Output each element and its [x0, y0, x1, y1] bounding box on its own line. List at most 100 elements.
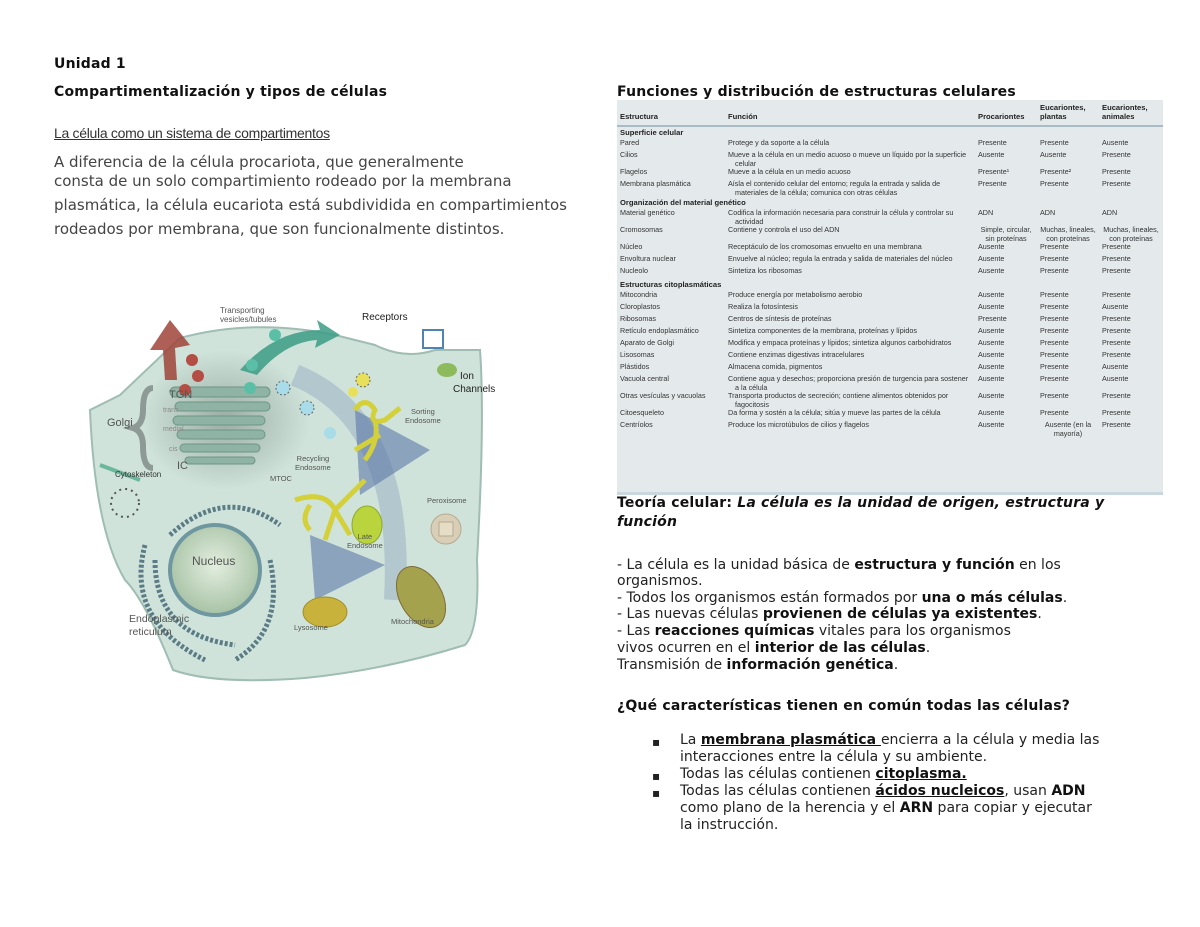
- text: - Todos los organismos están formados po…: [617, 590, 922, 606]
- cell-estructura: Centríolos: [620, 420, 653, 429]
- point-2: - Todos los organismos están formados po…: [617, 590, 1067, 606]
- cell-animales: Presente: [1102, 408, 1131, 417]
- cell-estructura: Otras vesículas y vacuolas: [620, 391, 706, 400]
- header-funcion: Función: [725, 100, 975, 127]
- bullet-icon: ▪: [652, 786, 661, 800]
- cell-procariontes: Ausente: [978, 350, 1005, 359]
- cell-estructura: Aparato de Golgi: [620, 338, 674, 347]
- unit-title: Unidad 1: [54, 56, 126, 72]
- text: .: [1062, 590, 1068, 606]
- cell-animales: Presente: [1102, 167, 1131, 176]
- header-estructura: Estructura: [617, 100, 725, 127]
- cell-diagram: Transporting vesicles/tubules Receptors I…: [85, 300, 495, 695]
- table-row: Retículo endoplasmático Sintetiza compone…: [617, 326, 1163, 339]
- cell-plantas: Presente: [1040, 254, 1069, 263]
- cell-funcion: Codifica la información necesaria para c…: [728, 208, 954, 226]
- label-medial: medial: [163, 426, 184, 433]
- cell-funcion: Aísla el contenido celular del entorno; …: [728, 179, 941, 197]
- text: - La célula es la unidad básica de: [617, 557, 855, 573]
- lysosome-icon: [302, 596, 348, 628]
- theory-label: Teoría celular:: [617, 495, 738, 511]
- label-cis: cis: [169, 446, 178, 453]
- label-channels: Channels: [453, 384, 496, 395]
- header-animales: Eucariontes, animales: [1099, 100, 1163, 127]
- cell-funcion: Realiza la fotosíntesis: [728, 302, 798, 311]
- theory-statement: La célula es la unidad de origen, estruc…: [737, 495, 1105, 511]
- label-sorting-endosome: Endosome: [405, 416, 441, 425]
- bullet-icon: ▪: [652, 735, 661, 749]
- bullet-3-cont: como plano de la herencia y el ARN para …: [680, 800, 1092, 816]
- paragraph-line: plasmática, la célula eucariota está sub…: [54, 196, 567, 214]
- section-title: Superficie celular: [620, 128, 684, 137]
- cell-funcion: Protege y da soporte a la célula: [728, 138, 830, 147]
- cell-funcion: Contiene agua y desechos; proporciona pr…: [728, 374, 969, 392]
- cell-plantas: Ausente: [1040, 150, 1067, 159]
- cell-animales: Presente: [1102, 290, 1131, 299]
- text: en los: [1014, 557, 1061, 573]
- text: - Las: [617, 623, 655, 639]
- cell-procariontes: Ausente: [978, 242, 1005, 251]
- cell-plantas: Presente: [1040, 302, 1069, 311]
- cell-plantas: Muchas, lineales, con proteínas: [1040, 225, 1096, 243]
- bullet-icon: ▪: [652, 769, 661, 783]
- cell-procariontes: Ausente: [978, 391, 1005, 400]
- table-row: Envoltura nuclear Envuelve al núcleo; reg…: [617, 254, 1163, 267]
- emphasis: información genética: [726, 657, 894, 673]
- point-1: - La célula es la unidad básica de estru…: [617, 557, 1061, 573]
- cell-procariontes: Ausente: [978, 150, 1005, 159]
- text: encierra a la célula y media las: [880, 732, 1100, 748]
- text: , usan: [1004, 783, 1052, 799]
- cell-funcion: Produce los microtúbulos de cilios y fla…: [728, 420, 870, 429]
- table-row: Lisosomas Contiene enzimas digestivas int…: [617, 350, 1163, 363]
- cell-plantas: Presente: [1040, 391, 1069, 400]
- cell-funcion: Centros de síntesis de proteínas: [728, 314, 832, 323]
- label-recycling: Recycling: [296, 454, 330, 463]
- cell-plantas: Presente: [1040, 179, 1069, 188]
- label-receptors: Receptors: [362, 312, 408, 323]
- cell-procariontes: Presente: [978, 138, 1007, 147]
- bullet-1-cont: interacciones entre la célula y su ambie…: [680, 749, 988, 765]
- table-header-row: Estructura Función Procariontes Eucarion…: [617, 100, 1163, 127]
- point-4-cont: vivos ocurren en el interior de las célu…: [617, 640, 930, 656]
- label-nucleus: Nucleus: [192, 554, 236, 568]
- theory-heading: Teoría celular: La célula es la unidad d…: [617, 495, 1104, 511]
- cell-funcion: Sintetiza componentes de la membrana, pr…: [728, 326, 917, 335]
- label-mtoc: MTOC: [270, 474, 292, 483]
- cell-estructura: Flagelos: [620, 167, 648, 176]
- section-title: Organización del material genético: [620, 198, 746, 207]
- text: para copiar y ejecutar: [933, 800, 1092, 816]
- cell-estructura: Mitocondria: [620, 290, 658, 299]
- text: .: [1037, 606, 1042, 622]
- cell-procariontes: Ausente: [978, 338, 1005, 347]
- bullet-1: La membrana plasmática encierra a la cél…: [680, 732, 1099, 748]
- cell-estructura: Cloroplastos: [620, 302, 660, 311]
- cell-procariontes: Ausente: [978, 420, 1005, 429]
- cell-estructura: Nucleolo: [620, 266, 648, 275]
- cell-animales: Ausente: [1102, 374, 1129, 383]
- emphasis: membrana plasmática: [700, 732, 881, 748]
- cell-plantas: Presente: [1040, 314, 1069, 323]
- cell-estructura: Plástidos: [620, 362, 650, 371]
- cell-plantas: Presente: [1040, 408, 1069, 417]
- cell-procariontes: Simple, circular, sin proteínas: [980, 225, 1032, 243]
- bullet-3-cont: la instrucción.: [680, 817, 779, 833]
- cell-procariontes: Presente: [978, 179, 1007, 188]
- cell-plantas: Presente: [1040, 338, 1069, 347]
- label-trans: trans: [163, 407, 179, 414]
- table-row: Membrana plasmática Aísla el contenido ce…: [617, 179, 1163, 197]
- text: .: [925, 640, 931, 656]
- table-section-row: Estructuras citoplasmáticas: [617, 279, 1163, 291]
- bullet-3: Todas las células contienen ácidos nucle…: [680, 783, 1086, 799]
- cell-procariontes: Ausente: [978, 326, 1005, 335]
- point-5: Transmisión de información genética.: [617, 657, 898, 673]
- bullet-2: Todas las células contienen citoplasma.: [680, 766, 967, 782]
- label-lysosome: Lysosome: [294, 623, 328, 632]
- header-procariontes: Procariontes: [975, 100, 1037, 127]
- label-ion: Ion: [460, 371, 474, 382]
- cell-estructura: Vacuola central: [620, 374, 670, 383]
- text: vivos ocurren en el: [617, 640, 755, 656]
- table-row: Núcleo Receptáculo de los cromosomas envu…: [617, 242, 1163, 255]
- text: Transmisión de: [617, 657, 727, 673]
- emphasis: estructura y función: [854, 557, 1015, 573]
- emphasis: ADN: [1051, 783, 1086, 799]
